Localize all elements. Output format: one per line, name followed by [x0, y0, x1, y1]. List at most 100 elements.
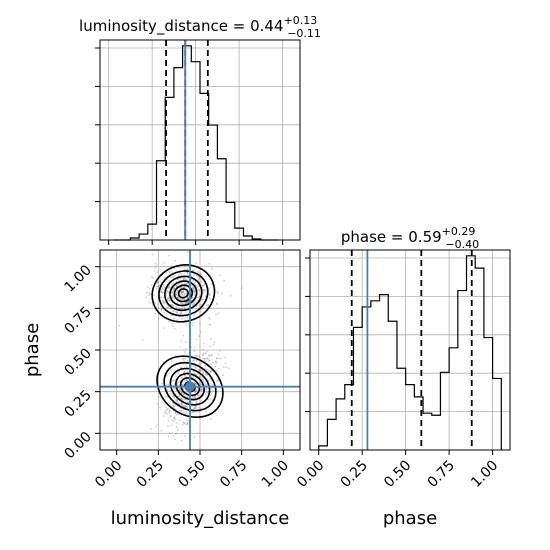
sample-point [160, 382, 163, 385]
sample-point [157, 281, 159, 284]
sample-point [172, 405, 175, 407]
sample-point [172, 282, 175, 284]
sample-point [217, 379, 220, 382]
sample-point [183, 405, 186, 407]
sample-point [186, 297, 189, 300]
sample-point [172, 417, 175, 420]
sample-point [176, 311, 179, 313]
sample-point [184, 413, 187, 415]
sample-point [216, 291, 219, 294]
sample-point [177, 283, 180, 286]
sample-point [204, 372, 207, 375]
sample-point [181, 298, 184, 301]
sample-point [178, 403, 180, 405]
sample-point [170, 360, 173, 363]
sample-point [186, 301, 189, 304]
sample-point [197, 296, 200, 299]
sample-point [194, 291, 197, 294]
sample-point [193, 274, 196, 277]
sample-point [168, 285, 171, 288]
sample-point [198, 277, 201, 279]
sample-point [211, 267, 214, 270]
sample-point [202, 379, 205, 382]
sample-point [165, 383, 168, 386]
sample-point [175, 375, 177, 378]
sample-point [176, 399, 179, 402]
sample-point [186, 423, 189, 426]
sample-point [212, 361, 215, 364]
sample-point [171, 419, 174, 422]
sample-point [197, 373, 199, 375]
sample-point [146, 286, 149, 289]
sample-point [177, 278, 180, 281]
sample-point [198, 295, 201, 298]
sample-point [182, 410, 185, 412]
sample-point [167, 296, 170, 299]
sample-point [156, 285, 159, 288]
sample-point [191, 411, 194, 414]
sample-point [168, 254, 171, 257]
sample-point [200, 388, 203, 391]
sample-point [194, 372, 196, 375]
sample-point [194, 396, 197, 399]
sample-point [166, 291, 169, 293]
sample-point [180, 366, 182, 368]
sample-point [186, 268, 189, 271]
sample-point [178, 373, 181, 376]
sample-point [166, 298, 169, 301]
panel-frame [309, 249, 511, 451]
sample-point [167, 410, 170, 412]
sample-point [187, 396, 189, 399]
phase-vs-luminosity-distance-panel: 0.000.000.250.250.500.500.750.751.001.00 [61, 249, 301, 491]
sample-point [156, 281, 159, 284]
sample-point [213, 341, 216, 343]
sample-point [199, 407, 202, 410]
sample-point [158, 317, 161, 320]
sample-point [160, 296, 163, 299]
sample-point [191, 284, 194, 287]
sample-point [162, 401, 165, 404]
sample-point [175, 293, 178, 295]
sample-point [211, 283, 214, 286]
sample-point [176, 301, 179, 304]
sample-point [210, 354, 213, 356]
sample-point [173, 288, 175, 290]
sample-point [194, 395, 197, 398]
x-tick-label: 0.00 [294, 458, 327, 491]
sample-point [194, 405, 197, 407]
sample-point [195, 354, 197, 357]
sample-point [177, 413, 180, 415]
sample-point [174, 372, 177, 375]
sample-point [202, 352, 204, 355]
sample-point [180, 403, 183, 406]
sample-point [162, 284, 165, 287]
sample-point [214, 360, 217, 363]
sample-point [216, 380, 219, 382]
sample-point [195, 359, 198, 362]
sample-point [168, 298, 171, 301]
sample-point [171, 310, 174, 312]
sample-point [163, 403, 166, 406]
sample-point [185, 406, 188, 408]
sample-point [175, 293, 178, 296]
sample-point [183, 286, 186, 289]
sample-point [176, 399, 179, 402]
sample-point [205, 387, 208, 390]
sample-point [163, 311, 166, 314]
sample-point [175, 422, 178, 425]
sample-point [187, 282, 190, 285]
sample-point [215, 357, 218, 360]
sample-point [181, 303, 184, 305]
sample-point [228, 367, 230, 369]
sample-point [195, 400, 198, 402]
sample-point [169, 307, 172, 310]
sample-point [172, 289, 175, 291]
sample-point [192, 407, 195, 410]
sample-point [183, 298, 186, 301]
sample-point [202, 289, 205, 292]
sample-point [162, 296, 165, 299]
sample-point [209, 298, 212, 301]
sample-point [155, 264, 158, 266]
sample-point [172, 275, 175, 278]
